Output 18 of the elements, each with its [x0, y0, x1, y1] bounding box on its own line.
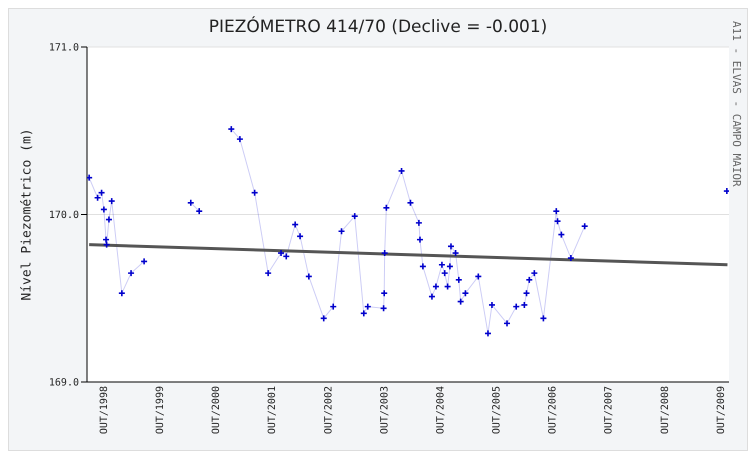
y-tick-label: 169.0	[48, 378, 79, 389]
x-tick-label: OUT/2001	[267, 386, 278, 434]
y-tick-label: 171.0	[48, 42, 79, 54]
x-tick-label: OUT/1998	[98, 386, 110, 434]
x-tick-label: OUT/2004	[435, 386, 446, 434]
chart-title: PIEZÓMETRO 414/70 (Declive = -0.001)	[208, 17, 548, 37]
x-tick-label: OUT/2002	[323, 386, 334, 434]
x-tick-label: OUT/2005	[492, 386, 503, 434]
x-tick-label: OUT/2008	[660, 386, 671, 434]
x-tick-label: OUT/2000	[211, 386, 222, 434]
x-tick-label: OUT/2007	[604, 386, 615, 434]
y-axis-title: Nível Piezométrico (m)	[20, 128, 35, 301]
y-tick-label: 170.0	[48, 210, 79, 222]
x-tick-label: OUT/2009	[716, 386, 727, 434]
x-tick-label: OUT/2003	[379, 386, 390, 434]
x-tick-label: OUT/1999	[155, 386, 166, 434]
text: A11 - ELVAS - CAMPO MAIOR	[730, 21, 743, 187]
x-tick-label: OUT/2006	[548, 386, 559, 434]
